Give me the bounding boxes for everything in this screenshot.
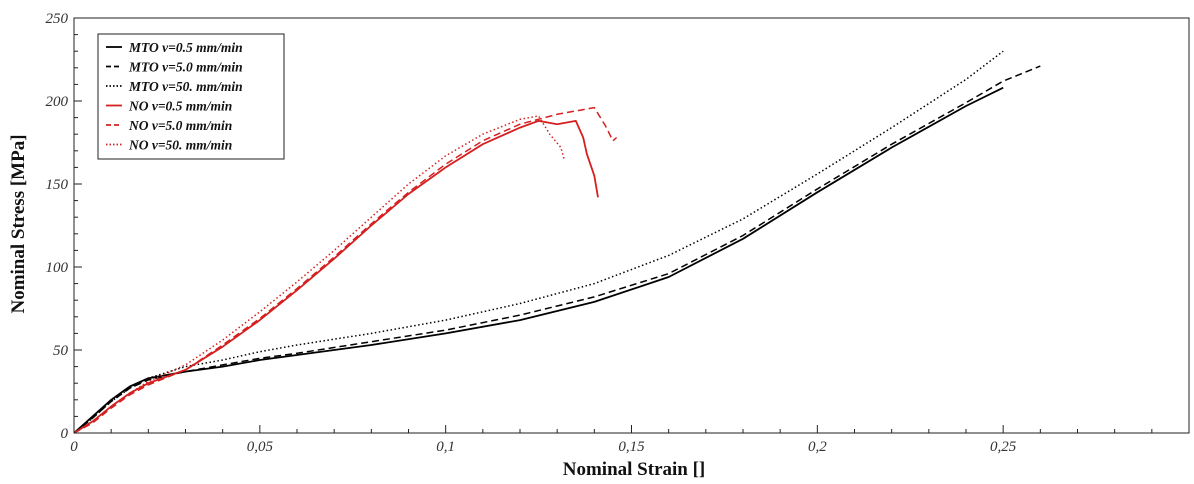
y-tick-label: 100 (46, 260, 69, 276)
legend-entry-label: NO v=5.0 mm/min (128, 118, 232, 133)
x-tick-label: 0,1 (436, 439, 455, 455)
x-tick-label: 0,25 (990, 439, 1017, 455)
series-line-1 (73, 86, 1004, 434)
legend-entry-label: NO v=50. mm/min (128, 138, 232, 153)
legend-entry-label: MTO v=5.0 mm/min (128, 60, 243, 75)
series-line-5 (73, 106, 618, 434)
series-line-2 (73, 65, 1041, 434)
legend-box (97, 33, 285, 160)
legend-entry-label: MTO v=0.5 mm/min (128, 40, 243, 55)
legend-entry-label: NO v=0.5 mm/min (128, 99, 232, 114)
x-axis-label: Nominal Strain [] (563, 459, 706, 480)
series-line-3 (73, 50, 1004, 434)
x-tick-label: 0,2 (808, 439, 827, 455)
series-line-6 (73, 115, 566, 434)
y-tick-label: 150 (46, 177, 69, 193)
y-tick-label: 250 (46, 11, 69, 27)
y-tick-label: 0 (61, 426, 69, 442)
x-tick-label: 0,15 (618, 439, 645, 455)
y-axis-label: Nominal Stress [MPa] (8, 134, 29, 313)
y-tick-label: 50 (53, 343, 69, 359)
x-tick-label: 0,05 (247, 439, 274, 455)
y-tick-label: 200 (46, 94, 69, 110)
series-line-4 (73, 120, 599, 434)
series-layer (73, 50, 1041, 434)
legend-entry-label: MTO v=50. mm/min (128, 79, 243, 94)
axes-layer: 0 0,05 0,1 0,15 0,2 0,25 0 50 100 150 200 250 (46, 11, 1153, 455)
x-tick-label: 0 (70, 439, 78, 455)
legend: MTO v=0.5 mm/min MTO v=5.0 mm/min MTO v=50… (97, 33, 285, 160)
